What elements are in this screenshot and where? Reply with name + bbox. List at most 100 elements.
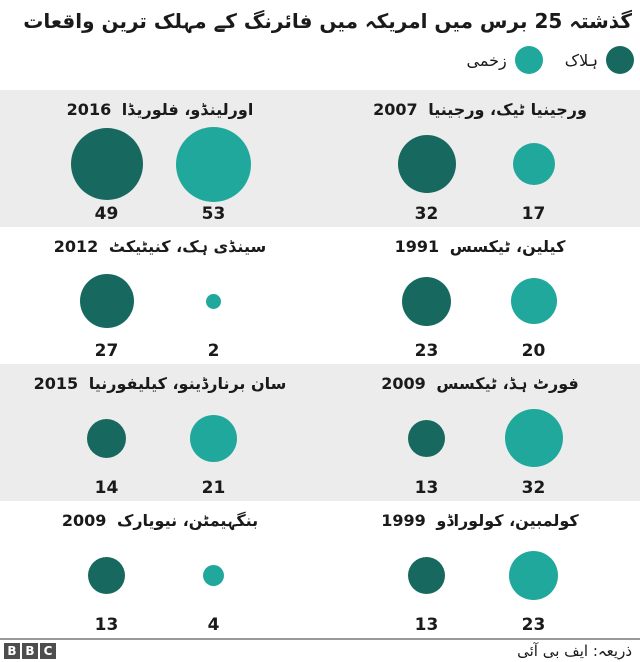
incident-row: بنگہیمٹن، نیویارک 2009 13 4 کولمبین، کول… (0, 501, 640, 638)
killed-slot: 13 (373, 400, 480, 498)
incident-label: سان برنارڈینو، کیلیفورنیا 2015 (0, 370, 320, 398)
killed-bubble (408, 556, 445, 594)
killed-count: 14 (94, 478, 119, 498)
injured-bubble (203, 564, 224, 586)
incident-row: اورلینڈو، فلوریڈا 2016 49 53 ورجینیا ٹیک… (0, 90, 640, 227)
incident-cell: سان برنارڈینو، کیلیفورنیا 2015 14 21 (0, 364, 320, 501)
incident-cell: سینڈی ہک، کنیٹیکٹ 2012 27 2 (0, 227, 320, 364)
incident-year: 2015 (33, 374, 79, 393)
injured-count: 23 (521, 615, 546, 635)
incident-place: فورٹ ہڈ، ٹیکسس (436, 374, 579, 393)
bubble-pair: 13 4 (0, 537, 320, 635)
killed-bubble-box (373, 537, 480, 613)
bubble-pair: 14 21 (0, 400, 320, 498)
bubble-pair: 32 17 (320, 126, 640, 224)
killed-count: 49 (94, 204, 119, 224)
killed-bubble (408, 419, 445, 457)
bubble-pair: 49 53 (0, 126, 320, 224)
injured-count: 2 (207, 341, 220, 361)
killed-bubble (70, 128, 143, 200)
bubble-pair: 23 20 (320, 263, 640, 361)
injured-bubble-box (480, 537, 587, 613)
killed-bubble-box (53, 263, 160, 339)
injured-slot: 53 (160, 126, 267, 224)
killed-count: 13 (414, 478, 439, 498)
injured-count: 4 (207, 615, 220, 635)
injured-slot: 23 (480, 537, 587, 635)
killed-count: 27 (94, 341, 119, 361)
bbc-logo-letter: B (4, 643, 20, 659)
incident-label: بنگہیمٹن، نیویارک 2009 (0, 507, 320, 535)
incident-year: 2016 (66, 100, 112, 119)
incident-cell: اورلینڈو، فلوریڈا 2016 49 53 (0, 90, 320, 227)
injured-bubble (510, 278, 557, 324)
killed-bubble (88, 556, 125, 594)
incident-place: کولمبین، کولوراڈو (436, 511, 579, 530)
incident-year: 2012 (53, 237, 99, 256)
incident-cell: کولمبین، کولوراڈو 1999 13 23 (320, 501, 640, 638)
bbc-logo-letter: B (22, 643, 38, 659)
injured-bubble-box (160, 126, 267, 202)
killed-bubble-box (53, 126, 160, 202)
incident-label: اورلینڈو، فلوریڈا 2016 (0, 96, 320, 124)
incident-place: سان برنارڈینو، کیلیفورنیا (88, 374, 287, 393)
incident-cell: ورجینیا ٹیک، ورجینیا 2007 32 17 (320, 90, 640, 227)
incident-year: 2007 (373, 100, 418, 119)
incidents-grid: اورلینڈو، فلوریڈا 2016 49 53 ورجینیا ٹیک… (0, 90, 640, 638)
incident-year: 1999 (381, 511, 426, 530)
killed-bubble-box (373, 263, 480, 339)
injured-bubble (509, 550, 558, 600)
killed-count: 13 (414, 615, 439, 635)
legend-item-injured: زخمی (467, 46, 543, 74)
bbc-logo-letter: C (40, 643, 56, 659)
killed-slot: 27 (53, 263, 160, 361)
injured-bubble (512, 143, 555, 185)
injured-slot: 32 (480, 400, 587, 498)
killed-slot: 49 (53, 126, 160, 224)
killed-count: 23 (414, 341, 439, 361)
injured-bubble (504, 409, 563, 467)
injured-count: 21 (201, 478, 226, 498)
bubble-pair: 27 2 (0, 263, 320, 361)
killed-bubble (87, 418, 126, 458)
incident-place: ورجینیا ٹیک، ورجینیا (428, 100, 587, 119)
incident-cell: بنگہیمٹن، نیویارک 2009 13 4 (0, 501, 320, 638)
killed-bubble-box (53, 400, 160, 476)
killed-slot: 14 (53, 400, 160, 498)
injured-slot: 4 (160, 537, 267, 635)
injured-bubble-box (480, 126, 587, 202)
injured-bubble-box (480, 400, 587, 476)
injured-slot: 17 (480, 126, 587, 224)
killed-dot-icon (606, 46, 634, 74)
killed-count: 13 (94, 615, 119, 635)
incident-cell: فورٹ ہڈ، ٹیکسس 2009 13 32 (320, 364, 640, 501)
incident-place: کیلین، ٹیکسس (449, 237, 566, 256)
incident-place: بنگہیمٹن، نیویارک (116, 511, 259, 530)
injured-slot: 2 (160, 263, 267, 361)
incident-label: فورٹ ہڈ، ٹیکسس 2009 (320, 370, 640, 398)
incident-year: 1991 (394, 237, 440, 256)
killed-slot: 23 (373, 263, 480, 361)
legend-item-killed: ہلاک (565, 46, 634, 74)
killed-bubble (79, 274, 134, 328)
injured-bubble-box (160, 537, 267, 613)
injured-count: 53 (201, 204, 226, 224)
legend: ہلاک زخمی (0, 35, 640, 74)
injured-bubble (206, 293, 221, 309)
injured-bubble-box (160, 263, 267, 339)
injured-bubble (190, 414, 237, 462)
incident-label: ورجینیا ٹیک، ورجینیا 2007 (320, 96, 640, 124)
legend-killed-label: ہلاک (564, 50, 598, 70)
incident-label: کیلین، ٹیکسس 1991 (320, 233, 640, 261)
injured-slot: 20 (480, 263, 587, 361)
incident-cell: کیلین، ٹیکسس 1991 23 20 (320, 227, 640, 364)
killed-slot: 13 (53, 537, 160, 635)
incident-place: سینڈی ہک، کنیٹیکٹ (108, 237, 267, 256)
incident-year: 2009 (381, 374, 426, 393)
killed-slot: 13 (373, 537, 480, 635)
header: گذشتہ 25 برس میں امریکہ میں فائرنگ کے مہ… (0, 0, 640, 90)
killed-bubble (397, 135, 456, 193)
killed-bubble-box (373, 400, 480, 476)
